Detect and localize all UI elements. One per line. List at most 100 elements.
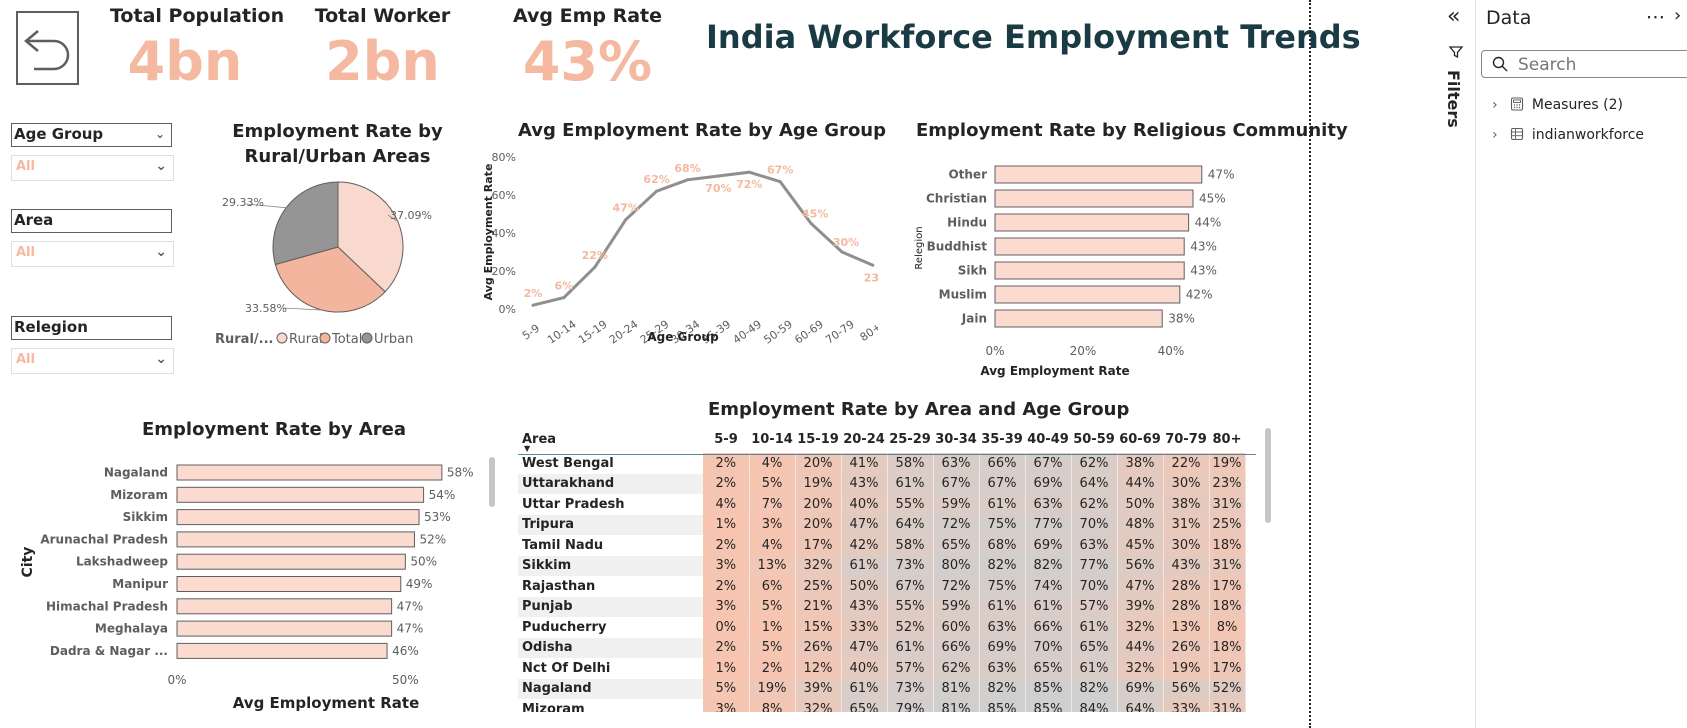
data-label: 46%: [392, 644, 419, 658]
matrix-row: Tripura 1% 3% 20% 47% 64% 72% 75% 77% 70% 48% 31% 25…: [518, 514, 1246, 535]
matrix-column-header[interactable]: 35-39: [981, 431, 1023, 447]
y-tick-label: 80%: [492, 151, 516, 164]
matrix-cell: 82%: [1025, 555, 1072, 576]
matrix-cell: 65%: [933, 535, 980, 556]
matrix-row: Sikkim 3% 13% 32% 61% 73% 80% 82% 82% 77% 56% 43% 31…: [518, 555, 1246, 576]
collapse-chevron-icon[interactable]: ⌄: [154, 127, 165, 141]
matrix-cell: 72%: [933, 514, 980, 535]
matrix-cell: 45%: [1117, 535, 1164, 556]
line-point: [655, 189, 659, 193]
matrix-cell: 50%: [1117, 494, 1164, 515]
matrix-column-header[interactable]: 80+: [1212, 431, 1242, 447]
data-label: 44%: [1195, 216, 1222, 230]
data-label: 49%: [406, 577, 433, 591]
matrix-cell: 64%: [887, 514, 934, 535]
matrix-cell: 1%: [703, 514, 750, 535]
matrix-column-header[interactable]: 60-69: [1119, 431, 1161, 447]
chevron-down-icon: ⌄: [155, 244, 167, 260]
bar: [176, 576, 402, 592]
search-icon: [1492, 56, 1508, 72]
category-label: Lakshadweep: [76, 555, 168, 569]
table-icon: [1511, 127, 1524, 141]
matrix-cell: 26%: [1163, 637, 1210, 658]
search-box[interactable]: [1481, 50, 1687, 78]
slicer-religion-label: Relegion: [14, 318, 88, 336]
close-pane-icon[interactable]: ›: [1674, 5, 1682, 26]
data-label: 47%: [397, 622, 424, 636]
search-input[interactable]: [1516, 54, 1687, 76]
matrix-cell: 55%: [887, 596, 934, 617]
bar: [994, 213, 1190, 232]
slicer-religion-dropdown[interactable]: All ⌄: [11, 348, 174, 374]
line-data-label: 2%: [524, 287, 543, 300]
matrix-cell: 81%: [933, 678, 980, 699]
line-point: [716, 174, 720, 178]
matrix-cell: 33%: [841, 617, 888, 638]
matrix-column-header[interactable]: 15-19: [797, 431, 839, 447]
x-tick-label: 20%: [1070, 344, 1097, 358]
matrix-column-header[interactable]: 20-24: [843, 431, 885, 447]
matrix-cell: 67%: [1025, 453, 1072, 474]
matrix-row-header[interactable]: Area ▼: [518, 425, 703, 454]
tree-item-table[interactable]: › indianworkforce: [1492, 127, 1644, 143]
matrix-cell: 77%: [1025, 514, 1072, 535]
x-axis-title: Avg Employment Rate: [980, 364, 1129, 378]
matrix-cell: 28%: [1163, 576, 1210, 597]
matrix-cell: 77%: [1071, 555, 1118, 576]
matrix-cell: 66%: [979, 453, 1026, 474]
matrix-column-header[interactable]: 50-59: [1073, 431, 1115, 447]
slicer-age-group-dropdown[interactable]: All ⌄: [11, 155, 174, 181]
line-data-label: 70%: [705, 182, 731, 195]
matrix-cell: 2%: [703, 453, 750, 474]
matrix-column-header[interactable]: 30-34: [935, 431, 977, 447]
matrix-cell: 60%: [933, 617, 980, 638]
matrix-cell: 61%: [1071, 617, 1118, 638]
matrix-scrollbar[interactable]: [1265, 428, 1271, 523]
area-chart-scrollbar[interactable]: [489, 457, 495, 507]
matrix-header-row: Area ▼ 5-9 10-14 15-19 20-24 25-29 30-34 35-39…: [518, 425, 1245, 454]
matrix-row: Tamil Nadu 2% 4% 17% 42% 58% 65% 68% 69% 63% 45% 30…: [518, 535, 1246, 556]
matrix-column-header[interactable]: 70-79: [1165, 431, 1207, 447]
line-point: [562, 296, 566, 300]
pie-data-label: 37.09%: [390, 209, 432, 222]
matrix-cell: 5%: [749, 596, 796, 617]
bar: [994, 285, 1181, 304]
matrix-cell: 32%: [1117, 617, 1164, 638]
matrix-cell: 73%: [887, 678, 934, 699]
matrix-cell: 62%: [933, 658, 980, 679]
more-options-icon[interactable]: ⋯: [1646, 6, 1665, 28]
line-data-label: 23%: [864, 271, 878, 284]
back-button[interactable]: [16, 11, 79, 85]
matrix-cell: 32%: [795, 555, 842, 576]
matrix-cell: 69%: [1025, 535, 1072, 556]
matrix-cell: 66%: [1025, 617, 1072, 638]
matrix-cell: 31%: [1163, 514, 1210, 535]
matrix-row-label: Nagaland: [518, 678, 703, 699]
matrix-column-header[interactable]: 10-14: [751, 431, 793, 447]
slicer-area-dropdown[interactable]: All ⌄: [11, 241, 174, 267]
line-data-label: 72%: [736, 178, 762, 191]
matrix-cell: 39%: [795, 678, 842, 699]
matrix-cell: 50%: [841, 576, 888, 597]
collapse-panes-icon[interactable]: «: [1447, 4, 1461, 29]
matrix-cell: 7%: [749, 494, 796, 515]
line-point: [624, 218, 628, 222]
line-data-label: 45%: [802, 208, 828, 221]
matrix-cell: 52%: [887, 617, 934, 638]
matrix-cell: 4%: [703, 494, 750, 515]
data-label: 50%: [410, 555, 437, 569]
matrix-row-label: Tripura: [518, 514, 703, 535]
tree-item-measures[interactable]: › Measures (2): [1492, 97, 1623, 113]
matrix-column-header[interactable]: 25-29: [889, 431, 931, 447]
legend-label-rural: Rural: [289, 332, 323, 347]
bar: [176, 553, 406, 570]
matrix-column-header[interactable]: 40-49: [1027, 431, 1069, 447]
data-label: 43%: [1190, 264, 1217, 278]
x-tick-label: 40-49: [730, 318, 764, 347]
matrix-cell: 47%: [841, 514, 888, 535]
filters-pane-collapsed[interactable]: « Filters: [1435, 0, 1476, 728]
slicer-area-value: All: [16, 245, 35, 260]
matrix-column-header[interactable]: 5-9: [714, 431, 738, 447]
matrix-cell: 74%: [1025, 576, 1072, 597]
y-axis-title: City: [20, 547, 36, 578]
